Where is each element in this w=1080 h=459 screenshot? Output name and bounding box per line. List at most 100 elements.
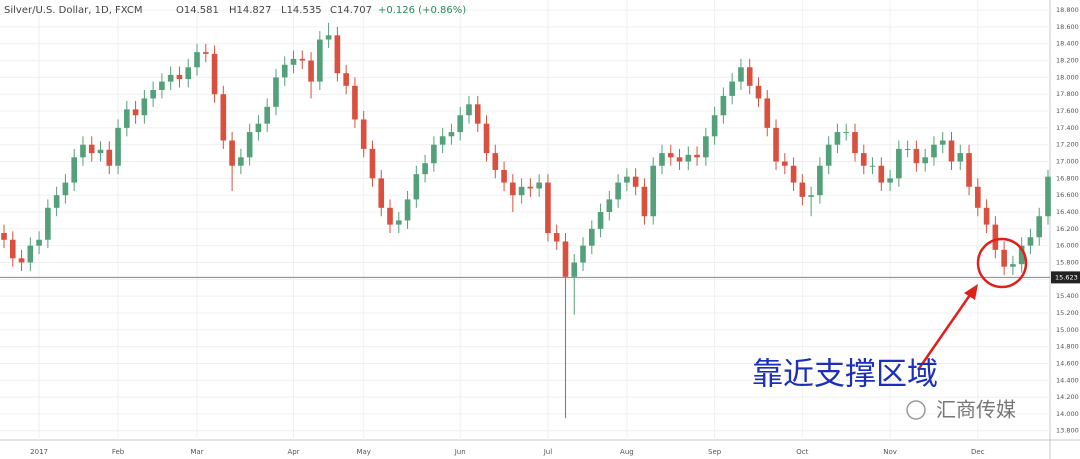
y-tick-label: 14.000 — [1056, 410, 1079, 418]
candle-body — [439, 136, 446, 145]
y-tick-label: 15.200 — [1056, 309, 1079, 317]
candle-body — [343, 73, 349, 86]
x-tick-label: May — [356, 448, 370, 456]
x-tick-label: Apr — [287, 448, 299, 456]
ohlc-open: O14.581 — [176, 5, 219, 16]
candle-body — [983, 207, 990, 225]
candle-body — [852, 132, 858, 154]
candle-body — [825, 144, 832, 166]
candle-body — [281, 64, 288, 78]
y-tick-label: 16.400 — [1056, 208, 1079, 216]
candle-body — [27, 245, 34, 263]
candle-body — [553, 233, 560, 242]
candle-body — [1027, 237, 1034, 246]
candle-body — [1010, 264, 1016, 267]
x-tick-label: Sep — [708, 448, 722, 456]
candle-body — [36, 239, 42, 246]
candle-body — [97, 149, 104, 154]
candle-body — [571, 262, 578, 277]
x-tick-label: Feb — [112, 448, 125, 456]
candle-body — [518, 186, 525, 196]
candle-body — [948, 140, 955, 162]
candle-body — [352, 85, 358, 120]
x-tick-label: Mar — [190, 448, 203, 456]
candle-body — [1045, 176, 1051, 217]
candle-body — [799, 182, 806, 197]
candle-body — [860, 153, 867, 166]
candle-body — [106, 149, 113, 166]
y-tick-label: 14.800 — [1056, 343, 1079, 351]
candle-body — [992, 224, 999, 250]
x-tick-label: Aug — [620, 448, 634, 456]
watermark-icon — [906, 400, 926, 420]
candle-body — [457, 115, 464, 133]
y-tick-label: 18.400 — [1056, 40, 1079, 48]
candle-body — [202, 52, 209, 54]
candle-body — [650, 165, 657, 217]
candle-body — [264, 106, 271, 124]
candle-body — [904, 148, 911, 150]
candle-body — [1036, 216, 1043, 238]
candle-body — [62, 182, 69, 196]
candle-body — [80, 144, 86, 158]
candle-body — [360, 119, 367, 149]
candle-body — [624, 176, 630, 183]
last-price-box — [1051, 271, 1080, 284]
candle-body — [808, 195, 814, 197]
candle-body — [580, 245, 586, 263]
y-tick-label: 15.400 — [1056, 292, 1079, 300]
candle-body — [685, 154, 692, 162]
candle-body — [659, 153, 665, 166]
x-tick-label: Nov — [883, 448, 897, 456]
candle-body — [290, 58, 297, 65]
candle-body — [238, 157, 244, 166]
ohlc-change: +0.126 (+0.86%) — [378, 5, 466, 16]
candle-body — [676, 157, 683, 162]
y-tick-label: 17.400 — [1056, 124, 1079, 132]
candle-body — [45, 207, 51, 240]
candle-body — [755, 85, 762, 99]
candle-body — [246, 132, 253, 158]
candle-body — [632, 176, 639, 187]
candle-body — [150, 90, 156, 99]
candle-body — [615, 182, 621, 200]
y-tick-label: 17.800 — [1056, 90, 1079, 98]
candle-body — [229, 140, 235, 166]
candle-body — [159, 81, 165, 91]
candle-body — [536, 182, 542, 189]
candle-body — [738, 67, 744, 82]
candle-body — [790, 165, 797, 183]
candle-body — [176, 74, 183, 80]
candle-body — [185, 67, 192, 80]
candle-body — [474, 104, 481, 124]
candle-body — [711, 115, 718, 137]
y-tick-label: 18.600 — [1056, 23, 1079, 31]
support-circle — [976, 237, 1028, 289]
candle-body — [931, 144, 937, 158]
arrow-head — [964, 284, 978, 300]
candle-body — [746, 67, 753, 86]
candle-body — [325, 35, 332, 40]
candle-body — [395, 220, 402, 225]
candle-body — [773, 127, 779, 162]
candle-body — [422, 163, 428, 175]
candle-body — [597, 212, 604, 229]
candle-body — [220, 94, 227, 141]
candle-body — [404, 199, 411, 221]
candle-body — [413, 174, 420, 200]
candle-body — [966, 153, 972, 187]
x-tick-label: Oct — [796, 448, 808, 456]
annotation: 靠近支撑区域 — [752, 357, 938, 393]
candle-body — [194, 52, 200, 68]
candle-body — [887, 178, 893, 183]
y-tick-label: 14.200 — [1056, 393, 1079, 401]
candle-body — [1, 233, 7, 240]
candle-body — [869, 165, 876, 167]
candle-body — [703, 136, 709, 158]
ohlc-high: H14.827 — [229, 5, 272, 16]
candle-body — [71, 157, 77, 183]
candle-body — [606, 199, 613, 213]
candle-body — [308, 60, 314, 82]
y-tick-label: 13.800 — [1056, 427, 1079, 435]
